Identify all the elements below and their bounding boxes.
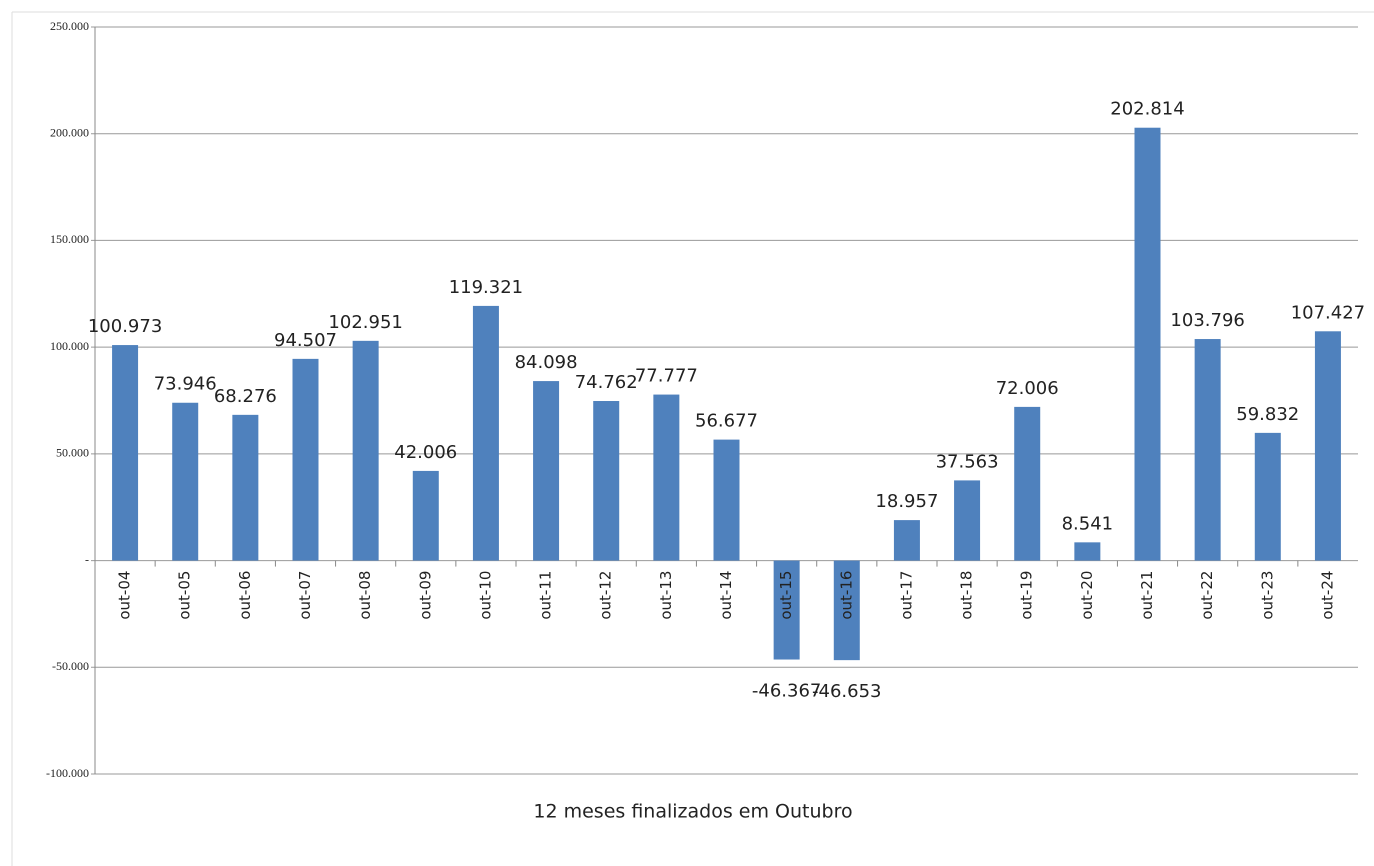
x-tick-label: out-07 — [296, 571, 314, 620]
x-tick-label: out-21 — [1138, 571, 1156, 620]
y-tick-label: 200.000 — [50, 125, 89, 139]
y-tick-label: -50.000 — [52, 659, 89, 673]
value-label: 119.321 — [449, 277, 523, 298]
x-tick-label: out-05 — [176, 571, 194, 620]
bar — [653, 394, 680, 561]
value-label: 103.796 — [1170, 310, 1244, 331]
x-tick-label: out-22 — [1198, 571, 1216, 620]
value-label: 102.951 — [328, 312, 402, 333]
y-tick-label: 150.000 — [50, 232, 89, 246]
x-tick-label: out-08 — [356, 571, 374, 620]
value-label: 107.427 — [1291, 302, 1365, 323]
bar — [1134, 127, 1161, 561]
x-tick-label: out-04 — [116, 571, 134, 620]
x-tick-label: out-14 — [717, 571, 735, 620]
bar — [412, 470, 439, 561]
x-tick-label: out-24 — [1318, 571, 1336, 620]
x-tick-label: out-06 — [236, 571, 254, 620]
bar — [172, 402, 199, 561]
value-label: 94.507 — [274, 330, 337, 351]
x-tick-label: out-23 — [1258, 571, 1276, 620]
value-label: 59.832 — [1236, 404, 1299, 425]
bar — [773, 560, 800, 660]
bar — [352, 340, 379, 561]
y-tick-label: 50.000 — [56, 446, 89, 460]
x-tick-label: out-20 — [1078, 571, 1096, 620]
x-tick-label: out-13 — [657, 571, 675, 620]
y-tick-label: -100.000 — [46, 766, 89, 780]
bar — [593, 401, 620, 561]
bar — [112, 345, 139, 561]
value-label: 68.276 — [214, 386, 277, 407]
bar — [1014, 406, 1041, 561]
value-label: 77.777 — [635, 366, 698, 387]
bar — [1194, 339, 1221, 561]
x-tick-label: out-17 — [897, 571, 915, 620]
bar — [833, 560, 860, 661]
bar — [472, 305, 499, 561]
value-label: 37.563 — [936, 451, 999, 472]
bar — [1254, 432, 1281, 561]
x-tick-label: out-11 — [537, 571, 555, 620]
value-label: 74.762 — [575, 372, 638, 393]
x-tick-label: out-15 — [777, 571, 795, 620]
value-label: 72.006 — [996, 378, 1059, 399]
x-tick-label: out-12 — [597, 571, 615, 620]
bar — [713, 439, 740, 561]
x-axis-title: 12 meses finalizados em Outubro — [533, 801, 852, 823]
value-label: 42.006 — [394, 442, 457, 463]
bar — [1314, 331, 1341, 561]
bar — [1074, 542, 1101, 561]
bar — [893, 520, 920, 561]
bar — [292, 358, 319, 561]
value-label: 8.541 — [1062, 513, 1114, 534]
value-label: 84.098 — [515, 352, 578, 373]
bar — [232, 414, 259, 561]
bar — [533, 381, 560, 561]
x-tick-label: out-19 — [1018, 571, 1036, 620]
x-tick-label: out-16 — [837, 571, 855, 620]
bar — [954, 480, 981, 561]
value-label: 100.973 — [88, 316, 162, 337]
y-tick-label: - — [85, 552, 89, 566]
value-label: -46.653 — [812, 681, 881, 702]
value-label: 18.957 — [875, 491, 938, 512]
x-tick-label: out-10 — [476, 571, 494, 620]
value-label: -46.367 — [752, 681, 821, 702]
x-tick-label: out-18 — [958, 571, 976, 620]
value-label: 73.946 — [154, 374, 217, 395]
y-tick-label: 100.000 — [50, 339, 89, 353]
value-label: 56.677 — [695, 411, 758, 432]
y-tick-label: 250.000 — [50, 19, 89, 33]
x-tick-label: out-09 — [416, 571, 434, 620]
value-label: 202.814 — [1110, 99, 1184, 120]
